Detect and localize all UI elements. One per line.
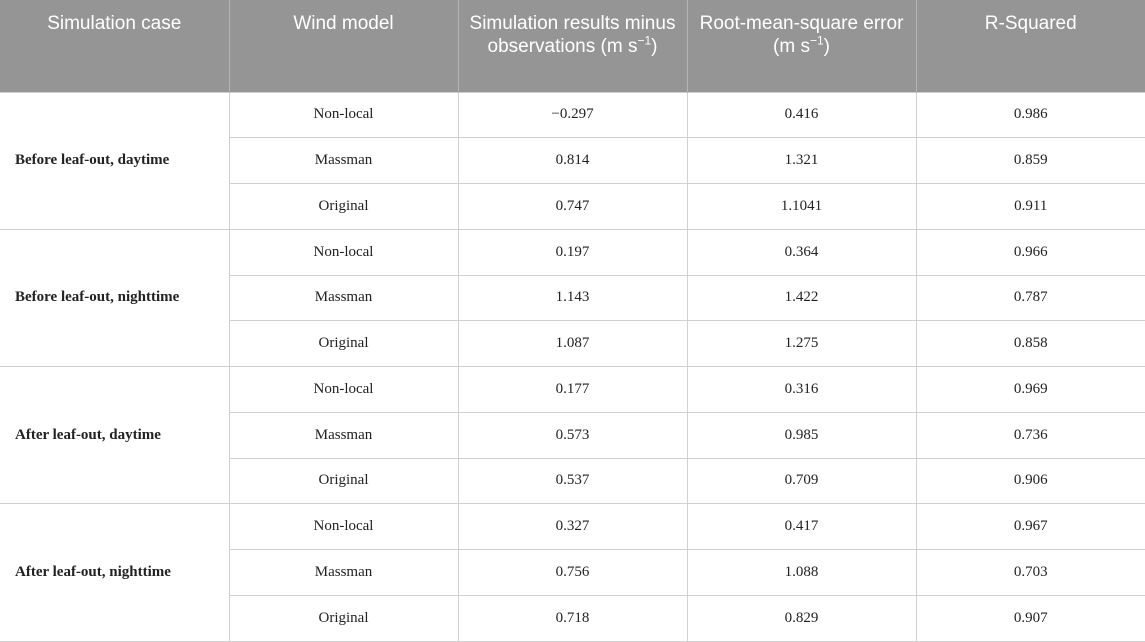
- model-cell: Non-local: [228, 366, 459, 413]
- table-row: Massman 1.143 1.422 0.787: [0, 274, 1145, 322]
- model-cell: Non-local: [228, 91, 459, 139]
- table-row: Before leaf-out, daytime Non-local −0.29…: [0, 91, 1145, 230]
- header-rmse: Root-mean-square error (m s−1): [686, 0, 916, 92]
- bias-cell: 0.756: [457, 549, 688, 596]
- table-header: Simulation case Wind model Simulation re…: [0, 0, 1145, 92]
- table-row: After leaf-out, daytime Non-local 0.177 …: [0, 365, 1145, 505]
- rmse-cell: 1.422: [686, 274, 917, 322]
- table-body: Before leaf-out, daytime Non-local −0.29…: [0, 91, 1145, 642]
- r2-cell: 0.966: [915, 228, 1145, 276]
- header-simulation-case: Simulation case: [0, 0, 229, 92]
- model-cell: Massman: [228, 549, 459, 596]
- bias-cell: 0.537: [457, 457, 688, 505]
- table-row: After leaf-out, nighttime Non-local 0.32…: [0, 503, 1145, 642]
- r2-cell: 0.986: [915, 91, 1145, 139]
- case-cell: Before leaf-out, nighttime: [0, 228, 230, 368]
- rmse-cell: 1.1041: [686, 183, 917, 230]
- r2-cell: 0.858: [915, 320, 1145, 367]
- bias-cell: 1.143: [457, 274, 688, 322]
- model-cell: Original: [228, 594, 459, 642]
- bias-cell: 0.177: [457, 366, 688, 413]
- rmse-cell: 1.275: [686, 320, 917, 367]
- model-cell: Massman: [228, 274, 459, 322]
- table-row: Before leaf-out, nighttime Non-local 0.1…: [0, 228, 1145, 368]
- header-rmse-sup: −1: [809, 33, 824, 48]
- bias-cell: 0.814: [457, 137, 688, 184]
- header-wind-model: Wind model: [228, 0, 458, 92]
- table-row: Massman 0.573 0.985 0.736: [0, 411, 1145, 459]
- r2-cell: 0.967: [915, 503, 1145, 550]
- rmse-cell: 1.321: [686, 137, 917, 184]
- model-cell: Massman: [228, 137, 459, 184]
- bias-cell: 1.087: [457, 320, 688, 367]
- header-bias-close: ): [651, 36, 658, 57]
- bias-cell: 0.718: [457, 594, 688, 642]
- table-row: Original 0.747 1.1041 0.911: [0, 183, 1145, 230]
- table-row: Massman 0.814 1.321 0.859: [0, 137, 1145, 184]
- bias-cell: 0.573: [457, 411, 688, 459]
- header-r-squared: R-Squared: [915, 0, 1145, 92]
- case-cell: After leaf-out, daytime: [0, 365, 230, 505]
- r2-cell: 0.859: [915, 137, 1145, 184]
- case-cell: Before leaf-out, daytime: [0, 91, 230, 230]
- rmse-cell: 0.829: [686, 594, 917, 642]
- r2-cell: 0.911: [915, 183, 1145, 230]
- case-cell: After leaf-out, nighttime: [0, 503, 230, 642]
- r2-cell: 0.969: [915, 366, 1145, 413]
- table-row: Massman 0.756 1.088 0.703: [0, 549, 1145, 596]
- r2-cell: 0.703: [915, 549, 1145, 596]
- bias-cell: −0.297: [457, 91, 688, 139]
- model-cell: Original: [228, 320, 459, 367]
- header-rmse-text: Root-mean-square error (m s: [699, 13, 904, 57]
- rmse-cell: 0.364: [686, 228, 917, 276]
- header-bias-sup: −1: [637, 33, 652, 48]
- rmse-cell: 0.416: [686, 91, 917, 139]
- rmse-cell: 0.316: [686, 366, 917, 413]
- rmse-cell: 0.417: [686, 503, 917, 550]
- model-cell: Original: [228, 183, 459, 230]
- bias-cell: 0.327: [457, 503, 688, 550]
- table-row: Original 0.537 0.709 0.906: [0, 457, 1145, 505]
- r2-cell: 0.906: [915, 457, 1145, 505]
- header-bias-text: Simulation results minus observations (m…: [469, 13, 676, 57]
- model-cell: Non-local: [228, 228, 459, 276]
- table-row: Original 1.087 1.275 0.858: [0, 320, 1145, 367]
- header-bias: Simulation results minus observations (m…: [457, 0, 687, 92]
- header-row: Simulation case Wind model Simulation re…: [0, 0, 1145, 92]
- r2-cell: 0.907: [915, 594, 1145, 642]
- rmse-cell: 1.088: [686, 549, 917, 596]
- header-rmse-close: ): [823, 36, 830, 57]
- model-cell: Massman: [228, 411, 459, 459]
- r2-cell: 0.787: [915, 274, 1145, 322]
- bias-cell: 0.747: [457, 183, 688, 230]
- model-cell: Non-local: [228, 503, 459, 550]
- rmse-cell: 0.985: [686, 411, 917, 459]
- bias-cell: 0.197: [457, 228, 688, 276]
- r2-cell: 0.736: [915, 411, 1145, 459]
- rmse-cell: 0.709: [686, 457, 917, 505]
- model-cell: Original: [228, 457, 459, 505]
